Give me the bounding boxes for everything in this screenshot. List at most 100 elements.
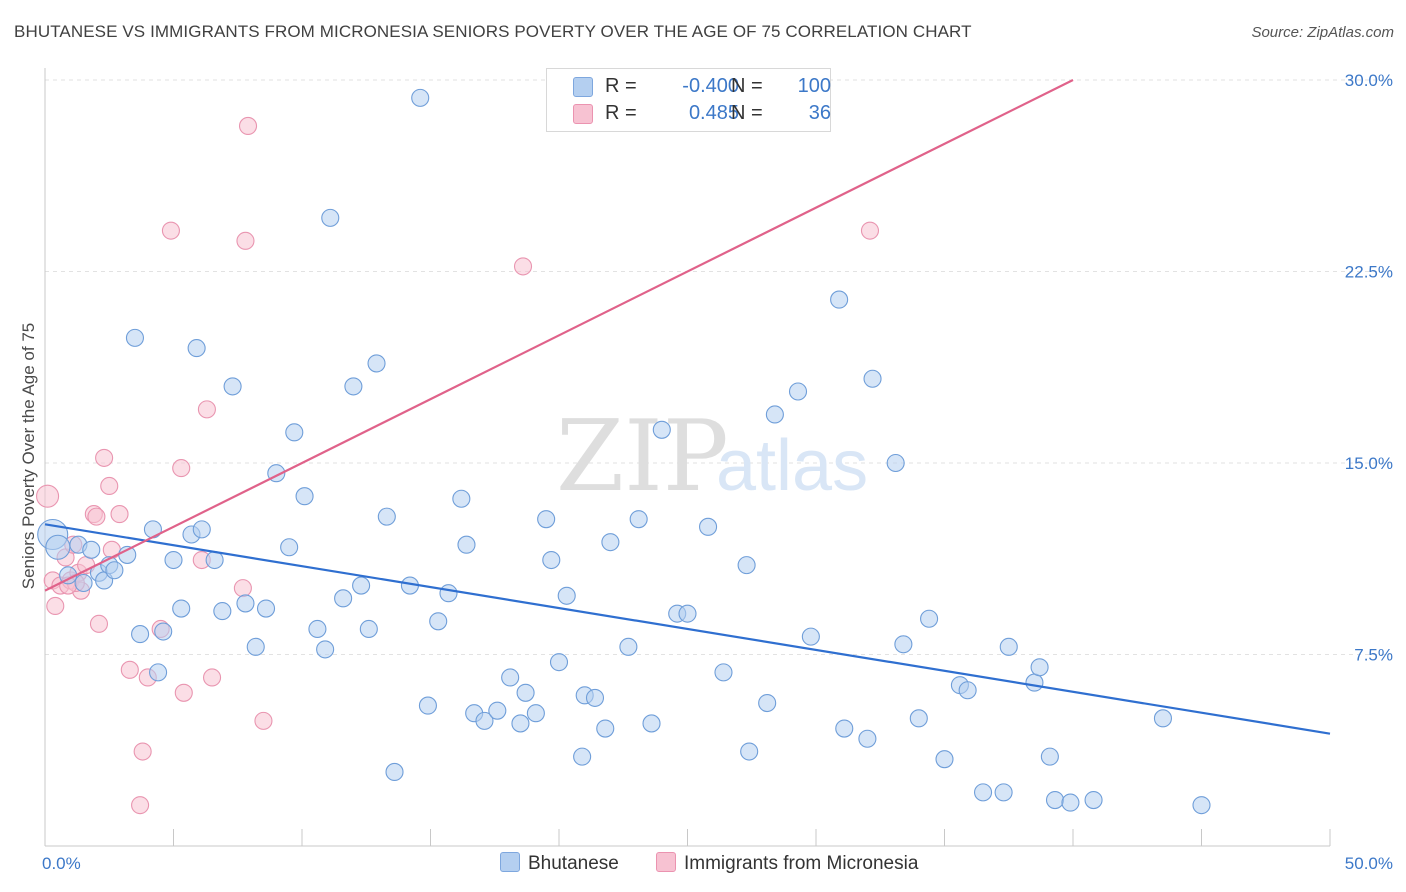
bhutanese-point (573, 747, 592, 766)
bhutanese-point (699, 517, 718, 536)
bhutanese-point (652, 420, 671, 439)
legend-swatch-blue (573, 77, 593, 97)
legend-swatch-pink (573, 104, 593, 124)
watermark-atlas: atlas (716, 426, 868, 506)
source-label: Source: ZipAtlas.com (1251, 24, 1394, 41)
bhutanese-trend-line (44, 523, 1331, 735)
micronesia-point (110, 505, 129, 524)
bhutanese-point (187, 339, 206, 358)
bhutanese-point (429, 612, 448, 631)
bhutanese-point (642, 714, 661, 733)
legend-label-micronesia: Immigrants from Micronesia (684, 853, 919, 874)
bhutanese-point (164, 550, 183, 570)
legend-item-bhutanese: Bhutanese (500, 852, 619, 875)
bhutanese-point (295, 487, 314, 506)
bhutanese-point (549, 653, 569, 672)
watermark: ZIP atlas (556, 400, 868, 514)
legend-n-label: N = (731, 75, 763, 97)
bhutanese-point (359, 619, 378, 639)
bhutanese-point (619, 637, 638, 656)
bhutanese-point (1030, 658, 1049, 677)
bhutanese-point (858, 729, 877, 748)
bhutanese-point (511, 714, 530, 733)
grid-lines (45, 79, 1392, 655)
bhutanese-point (1045, 790, 1065, 810)
bhutanese-point (352, 576, 371, 595)
bhutanese-point (1084, 790, 1103, 810)
micronesia-point (131, 796, 150, 815)
legend-item-micronesia: Immigrants from Micronesia (656, 852, 918, 875)
micronesia-point (89, 614, 109, 633)
micronesia-point (120, 660, 139, 679)
bhutanese-point (385, 762, 404, 782)
bhutanese-point (835, 719, 854, 738)
bhutanese-point (830, 290, 849, 309)
bhutanese-point (678, 604, 697, 623)
bhutanese-point (758, 693, 777, 713)
bhutanese-point (74, 573, 93, 593)
bhutanese-point (1153, 709, 1172, 728)
bhutanese-point (418, 696, 437, 715)
micronesia-point (36, 484, 60, 508)
micronesia-point (233, 579, 252, 598)
bhutanese-point (557, 586, 576, 605)
micronesia-point (254, 711, 273, 730)
bhutanese-point (537, 510, 556, 529)
y-axis-label: Seniors Poverty Over the Age of 75 (19, 323, 38, 589)
bhutanese-point (367, 354, 386, 373)
bhutanese-point (629, 510, 648, 529)
micronesia-point (860, 221, 880, 240)
bhutanese-point (45, 534, 71, 560)
micronesia-point (46, 596, 65, 616)
bhutanese-point (475, 711, 494, 730)
bhutanese-point (334, 589, 353, 608)
y-tick-label: 22.5% (1345, 263, 1393, 282)
bhutanese-point (205, 550, 224, 570)
legend-n-label: N = (731, 102, 763, 124)
tick-labels: 7.5% 15.0% 22.5% 30.0% 0.0% 50.0% (42, 71, 1393, 873)
bhutanese-point (344, 377, 363, 396)
bhutanese-point (256, 599, 276, 618)
micronesia-point (87, 507, 106, 526)
bhutanese-point (801, 627, 820, 646)
bhutanese-point (488, 701, 507, 720)
y-tick-label: 15.0% (1345, 454, 1393, 473)
legend-stats: R = -0.400 N = 100 R = 0.485 N = 36 (546, 68, 831, 132)
bhutanese-point (213, 602, 232, 621)
micronesia-point (172, 459, 191, 478)
y-tick-label: 7.5% (1354, 646, 1393, 665)
bhutanese-point (526, 704, 545, 723)
bhutanese-point (501, 668, 520, 687)
bhutanese-point (246, 637, 265, 656)
x-tick-label: 0.0% (42, 854, 81, 873)
legend-label-bhutanese: Bhutanese (528, 853, 619, 874)
bhutanese-point (863, 369, 882, 388)
bhutanese-point (894, 635, 913, 654)
bhutanese-point (596, 719, 615, 738)
bhutanese-point (973, 783, 993, 802)
legend-swatch-pink (656, 852, 676, 872)
bhutanese-point (714, 663, 733, 682)
micronesia-point (513, 257, 533, 276)
bhutanese-point (131, 625, 150, 644)
micronesia-point (161, 221, 180, 240)
micronesia-trend-line (44, 79, 1074, 592)
bhutanese-point (994, 783, 1013, 802)
bhutanese-point (316, 640, 335, 659)
watermark-zip: ZIP (556, 400, 729, 514)
bhutanese-point (737, 556, 756, 575)
bhutanese-point (154, 622, 173, 641)
bhutanese-point (192, 520, 211, 539)
bhutanese-point (439, 584, 458, 603)
micronesia-point (102, 540, 121, 559)
legend-r-value: 0.485 (688, 102, 739, 124)
bhutanese-point (149, 663, 168, 682)
bhutanese-point (1025, 673, 1044, 692)
bhutanese-point (542, 550, 561, 570)
bhutanese-point (280, 538, 299, 557)
micronesia-point (236, 231, 255, 250)
bhutanese-point (411, 88, 430, 107)
bhutanese-point (1192, 796, 1211, 815)
legend-r-label: R = (605, 75, 637, 97)
